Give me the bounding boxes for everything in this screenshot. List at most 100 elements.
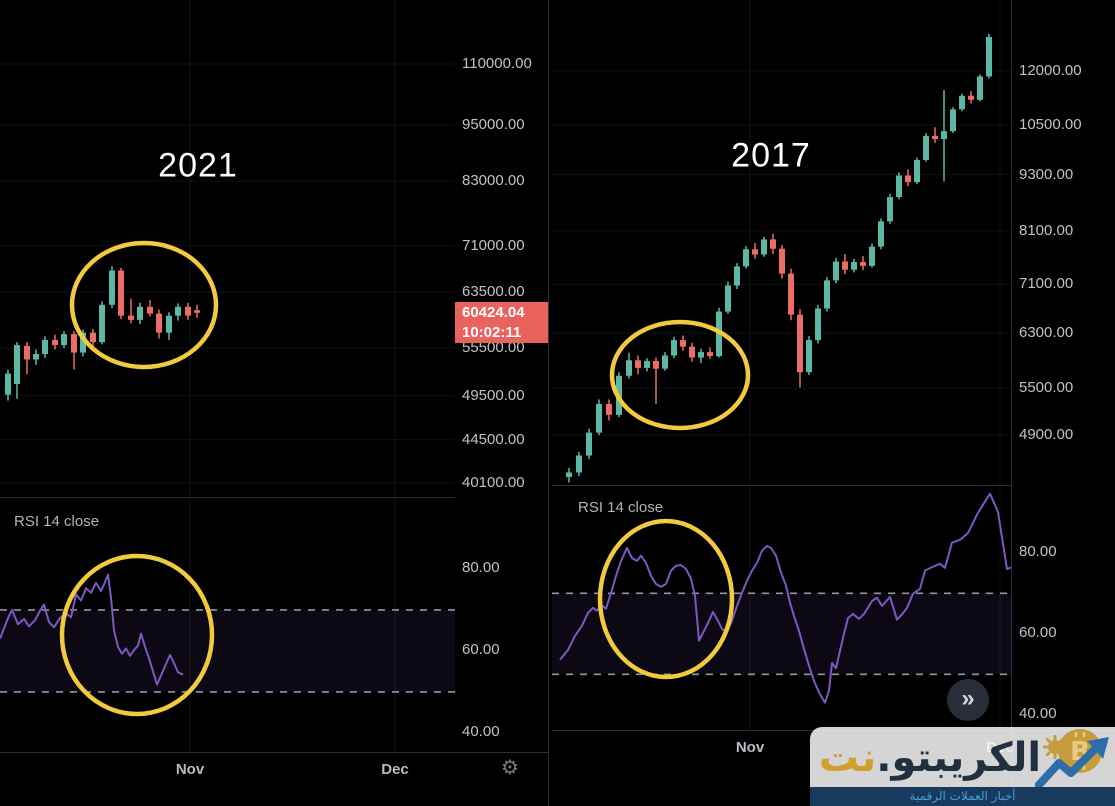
time-tick-label: Nov bbox=[735, 739, 765, 756]
candle-body bbox=[137, 306, 143, 320]
gear-icon: ⚙ bbox=[501, 755, 519, 779]
chart-2021-price-panel[interactable] bbox=[0, 0, 455, 497]
candle-body bbox=[752, 249, 758, 255]
scroll-right-button[interactable]: » bbox=[947, 679, 989, 721]
candle-body bbox=[644, 360, 650, 368]
candle-body bbox=[806, 340, 812, 373]
candle-body bbox=[194, 310, 200, 313]
candle-body bbox=[5, 373, 11, 395]
candle-body bbox=[586, 432, 592, 456]
watermark: الكريبتو.نت B bbox=[810, 727, 1115, 806]
rsi-tick-label: 80.00 bbox=[462, 558, 500, 576]
candle-body bbox=[42, 339, 48, 355]
watermark-tagline: أخبار العملات الرقمية bbox=[810, 787, 1115, 806]
candle-body bbox=[128, 315, 134, 320]
candle-body bbox=[175, 306, 181, 316]
candle-body bbox=[968, 95, 974, 100]
price-tick-label: 95000.00 bbox=[462, 115, 525, 133]
candle-body bbox=[986, 36, 992, 77]
price-tick-label: 49500.00 bbox=[462, 386, 525, 404]
candle-body bbox=[71, 334, 77, 353]
candle-body bbox=[788, 273, 794, 315]
candle-body bbox=[959, 95, 965, 110]
candle-body bbox=[147, 306, 153, 314]
candle-body bbox=[941, 131, 947, 140]
watermark-banner: الكريبتو.نت B bbox=[810, 727, 1115, 791]
candle-body bbox=[90, 332, 96, 343]
candle-body bbox=[24, 345, 30, 360]
candle-body bbox=[770, 239, 776, 249]
candle-body bbox=[635, 360, 641, 368]
candle-body bbox=[779, 248, 785, 274]
bitcoin-coin-icon: B bbox=[1058, 729, 1102, 773]
price-tick-label: 8100.00 bbox=[1019, 221, 1074, 239]
rsi-tick-label: 40.00 bbox=[1019, 704, 1057, 722]
highlight-circle-rsi bbox=[597, 518, 735, 680]
candle-body bbox=[14, 345, 20, 384]
candle-body bbox=[896, 175, 902, 198]
candle-body bbox=[950, 109, 956, 132]
candle-body bbox=[596, 403, 602, 433]
watermark-brand-text: الكريبتو.نت bbox=[810, 729, 1050, 787]
candle-body bbox=[887, 197, 893, 222]
price-tick-label: 10500.00 bbox=[1019, 116, 1082, 134]
candle-body bbox=[860, 262, 866, 266]
rsi-band bbox=[0, 609, 455, 692]
candle-body bbox=[52, 339, 58, 346]
candle-body bbox=[109, 270, 115, 305]
rsi-line bbox=[559, 492, 1012, 704]
rsi-tick-label: 60.00 bbox=[1019, 623, 1057, 641]
candle-body bbox=[166, 315, 172, 333]
chart-2017-rsi-panel[interactable] bbox=[552, 485, 1012, 731]
candle-body bbox=[914, 160, 920, 183]
candle-body bbox=[797, 314, 803, 373]
candle-body bbox=[824, 280, 830, 309]
candle-body bbox=[707, 352, 713, 357]
candle-body bbox=[842, 261, 848, 270]
chart-2017-price-scale[interactable]: 12000.00 10500.00 9300.00 8100.00 7100.00 630… bbox=[1012, 0, 1115, 730]
candle-body bbox=[689, 346, 695, 358]
chart-2017-price-panel[interactable] bbox=[552, 0, 1012, 485]
price-tick-label: 55500.00 bbox=[462, 339, 525, 357]
chart-2021-time-axis[interactable]: Nov Dec bbox=[0, 752, 548, 806]
year-label-2021: 2021 bbox=[158, 146, 238, 185]
price-tick-label: 5500.00 bbox=[1019, 379, 1074, 397]
candle-body bbox=[653, 360, 659, 369]
candle-body bbox=[626, 360, 632, 376]
chart-2021-rsi-panel[interactable] bbox=[0, 497, 455, 753]
rsi-indicator-label: RSI 14 close bbox=[578, 499, 664, 516]
rsi-band bbox=[552, 593, 1012, 675]
brand-suffix: نت bbox=[818, 735, 877, 781]
price-tick-label: 110000.00 bbox=[462, 55, 532, 73]
candle-body bbox=[869, 246, 875, 266]
candle-body bbox=[734, 266, 740, 286]
candle-body bbox=[80, 332, 86, 353]
candle-body bbox=[725, 285, 731, 312]
highlight-circle-price bbox=[69, 240, 219, 370]
candle-body bbox=[851, 262, 857, 270]
price-tick-label: 40100.00 bbox=[462, 473, 525, 491]
rsi-tick-label: 40.00 bbox=[462, 722, 500, 740]
panel-divider bbox=[1011, 0, 1012, 806]
price-tick-label: 6300.00 bbox=[1019, 323, 1074, 341]
candle-body bbox=[671, 340, 677, 356]
candle-body bbox=[761, 239, 767, 255]
candle-body bbox=[743, 249, 749, 267]
price-tick-label: 71000.00 bbox=[462, 236, 525, 254]
rsi-tick-label: 80.00 bbox=[1019, 542, 1057, 560]
candle-body bbox=[185, 306, 191, 316]
candle-body bbox=[156, 313, 162, 333]
candle-body bbox=[33, 354, 39, 360]
brand-name: الكريبتو. bbox=[876, 735, 1042, 781]
rsi-tick-label: 60.00 bbox=[462, 640, 500, 658]
time-tick-label: Dec bbox=[381, 761, 409, 778]
rsi-line bbox=[0, 573, 184, 686]
price-tick-label: 83000.00 bbox=[462, 171, 525, 189]
highlight-circle-price bbox=[609, 319, 751, 431]
candle-body bbox=[606, 403, 612, 415]
price-scale-settings-button[interactable]: ⚙ bbox=[497, 754, 523, 780]
chart-2021-price-scale[interactable]: 110000.00 95000.00 83000.00 71000.00 63500.0… bbox=[455, 0, 548, 752]
last-price-badge: 60424.04 10:02:11 bbox=[455, 302, 548, 343]
rsi-indicator-label: RSI 14 close bbox=[14, 513, 100, 530]
